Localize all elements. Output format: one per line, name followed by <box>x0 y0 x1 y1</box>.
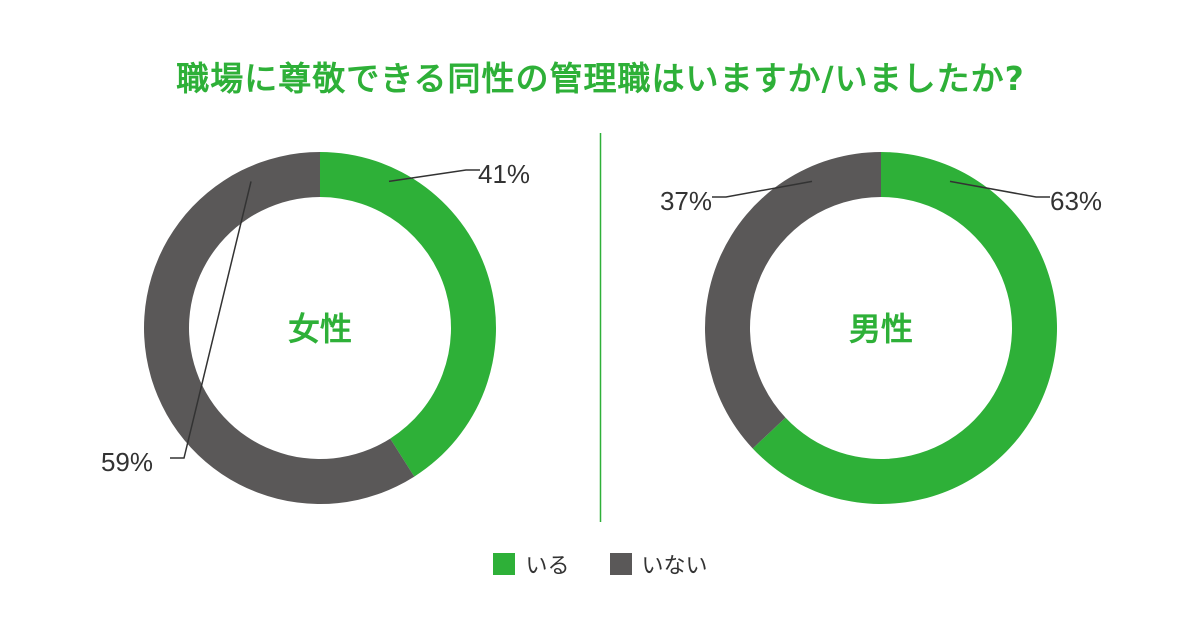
leader-line-female-yes <box>388 169 480 183</box>
legend-label-yes: いる <box>525 554 570 579</box>
legend-label-no: いない <box>641 554 708 579</box>
leader-line-male-yes <box>949 180 1050 198</box>
donut-slice-female-no <box>144 152 415 504</box>
leader-line-male-no <box>712 180 813 198</box>
donut-slice-male-yes <box>752 152 1058 504</box>
legend: いる いない <box>0 548 1201 580</box>
leader-line-female-no <box>170 181 252 459</box>
data-label-female-no: 59% <box>101 447 153 477</box>
donut-slice-female-yes <box>320 152 497 477</box>
legend-item-no: いない <box>609 548 708 580</box>
donut-slice-male-no <box>705 152 881 449</box>
chart-title: 職場に尊敬できる同性の管理職はいますか/いましたか? <box>176 59 1025 98</box>
legend-item-yes: いる <box>493 548 570 580</box>
data-label-male-yes: 63% <box>1050 186 1102 216</box>
center-label-male: 男性 <box>849 310 913 348</box>
center-label-female: 女性 <box>288 310 352 348</box>
data-label-male-no: 37% <box>660 186 712 216</box>
legend-swatch-yes <box>493 553 516 575</box>
data-label-female-yes: 41% <box>478 159 530 189</box>
legend-swatch-no <box>609 553 632 575</box>
